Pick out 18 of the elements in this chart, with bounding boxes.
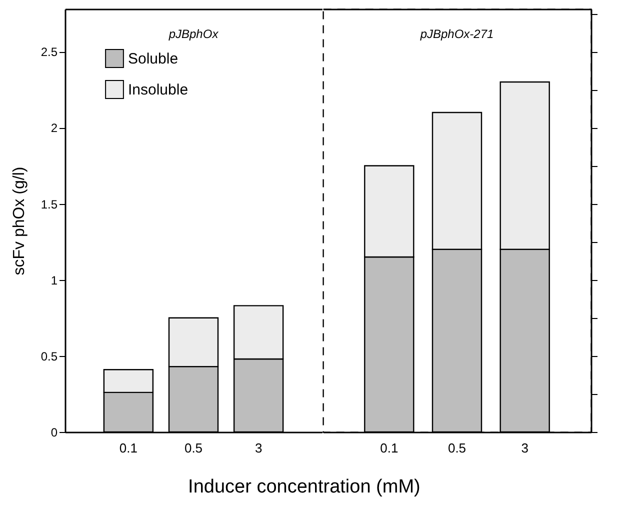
x-tick-label: 0.1 bbox=[119, 440, 138, 456]
legend-label: Soluble bbox=[128, 50, 178, 68]
x-tick-label: 3 bbox=[521, 440, 528, 456]
x-tick-label: 3 bbox=[254, 440, 262, 456]
y-axis-title: scFv phOx (g/l) bbox=[10, 166, 28, 276]
y-tick-label: 1 bbox=[50, 273, 58, 288]
y-tick-label: 2 bbox=[50, 121, 58, 136]
legend-label: Insoluble bbox=[128, 82, 188, 98]
y-tick-label: 0 bbox=[50, 426, 58, 440]
x-axis-title: Inducer concentration (mM) bbox=[188, 476, 420, 498]
y-tick-label: 0.5 bbox=[40, 349, 58, 364]
y-tick-label: 1.5 bbox=[40, 197, 58, 212]
x-tick-label: 0.5 bbox=[184, 440, 203, 456]
y-tick-label: 2.5 bbox=[40, 45, 58, 60]
text: pJBphOx-271 bbox=[419, 27, 494, 41]
text: pJBphOx bbox=[168, 27, 220, 41]
x-tick-label: 0.5 bbox=[448, 440, 466, 456]
x-tick-label: 0.1 bbox=[380, 440, 398, 456]
